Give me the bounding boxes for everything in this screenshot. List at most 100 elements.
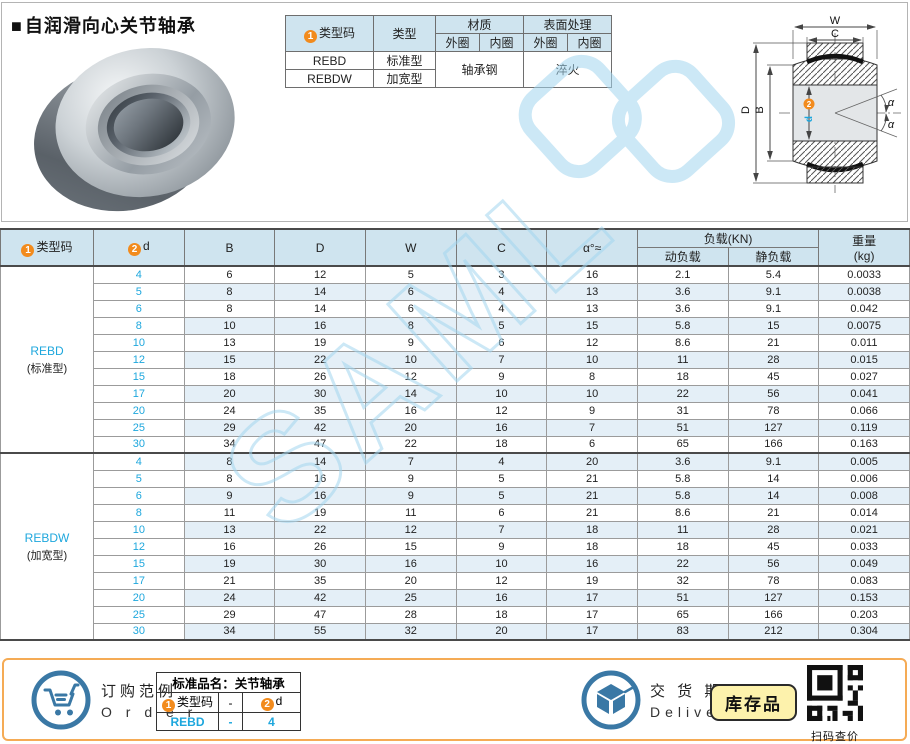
order-label-cn: 订购范例: [101, 683, 178, 700]
page-title: ■ 自润滑向心关节轴承: [11, 12, 196, 38]
spec-header-outer: 外圈: [523, 33, 568, 52]
cell-value: 34: [183, 435, 276, 454]
cell-value: 18: [636, 367, 729, 386]
cell-value: 19: [183, 554, 276, 573]
badge-2-icon: 2: [127, 243, 141, 256]
cell-value: 29: [183, 418, 276, 437]
table-row: 5 8 14 6 4 13 3.6 9.1 0.0038: [1, 282, 910, 301]
table-row: 30 34 47 22 18 6 65 166 0.163: [1, 435, 910, 454]
cell-value: 14: [274, 299, 366, 318]
cell-value: 5.8: [636, 486, 729, 505]
cell-value: 5.8: [636, 469, 729, 488]
cell-value: 127: [727, 588, 820, 607]
cell-value: 14: [727, 469, 820, 488]
cell-d: 8: [93, 316, 185, 335]
table-row: REBDW 加宽型: [285, 69, 612, 88]
order-table-title: 标准品名：关节轴承: [156, 672, 301, 693]
table-row: 12 16 26 15 9 18 18 45 0.033: [1, 537, 910, 556]
cell-value: 8: [364, 316, 457, 335]
order-example-dash: -: [218, 712, 243, 731]
cell-value: 6: [364, 299, 457, 318]
cell-value: 4: [455, 452, 548, 471]
cell-value: 42: [274, 588, 366, 607]
cell-value: 0.049: [818, 554, 910, 573]
cell-value: 21: [546, 469, 638, 488]
table-row: 6 9 16 9 5 21 5.8 14 0.008: [1, 486, 910, 505]
cell-value: 30: [274, 554, 366, 573]
cell-value: 20: [455, 622, 548, 641]
cell-value: 8.6: [636, 333, 729, 352]
cell-d: 12: [93, 350, 185, 369]
cell-value: 12: [274, 265, 366, 284]
header-weight: 重量 (kg): [818, 228, 910, 267]
dimension-diagram: W C D B 2 d α α: [740, 15, 901, 193]
cell-value: 11: [183, 503, 276, 522]
cell-value: 20: [364, 571, 457, 590]
table-row: 8 10 16 8 5 15 5.8 15 0.0075: [1, 316, 910, 335]
cell-d: 12: [93, 537, 185, 556]
spec-type: 加宽型: [373, 69, 436, 88]
cell-value: 9.1: [727, 299, 820, 318]
cell-value: 8.6: [636, 503, 729, 522]
header-C: C: [455, 228, 548, 267]
cell-d: 20: [93, 401, 185, 420]
cell-value: 0.163: [818, 435, 910, 454]
spec-surface-value: 淬火: [523, 51, 612, 88]
table-row: 标准品名：关节轴承: [156, 672, 301, 693]
cell-value: 5: [455, 316, 548, 335]
cell-value: 7: [455, 520, 548, 539]
cell-value: 6: [546, 435, 638, 454]
cell-value: 9: [364, 469, 457, 488]
page-title-text: 自润滑向心关节轴承: [24, 16, 196, 36]
cell-value: 12: [455, 571, 548, 590]
table-row: REBD 标准型 轴承钢 淬火: [285, 51, 612, 88]
cell-value: 26: [274, 537, 366, 556]
delivery-box-icon: [581, 670, 641, 730]
cell-value: 8: [183, 469, 276, 488]
cell-value: 22: [636, 384, 729, 403]
cell-value: 24: [183, 401, 276, 420]
cell-value: 13: [183, 333, 276, 352]
cell-value: 0.033: [818, 537, 910, 556]
cell-value: 10: [546, 384, 638, 403]
cell-value: 20: [546, 452, 638, 471]
cell-value: 9: [183, 486, 276, 505]
cell-value: 0.015: [818, 350, 910, 369]
stock-badge: 库存品: [710, 684, 797, 721]
spec-code: REBD: [285, 51, 374, 70]
cell-value: 22: [274, 350, 366, 369]
cell-d: 25: [93, 418, 185, 437]
label-D: D: [740, 106, 752, 114]
cell-d: 5: [93, 469, 185, 488]
cell-value: 19: [274, 503, 366, 522]
cell-value: 22: [636, 554, 729, 573]
header-W: W: [364, 228, 457, 267]
cell-value: 4: [455, 299, 548, 318]
cell-value: 15: [546, 316, 638, 335]
cell-value: 5: [455, 469, 548, 488]
cell-value: 0.008: [818, 486, 910, 505]
cell-value: 51: [636, 588, 729, 607]
spec-header-outer: 外圈: [435, 33, 480, 52]
cell-value: 0.066: [818, 401, 910, 420]
cell-value: 10: [546, 350, 638, 369]
label-alpha-upper: α: [888, 97, 895, 109]
cell-value: 17: [546, 605, 638, 624]
cell-value: 0.006: [818, 469, 910, 488]
cell-value: 31: [636, 401, 729, 420]
cell-value: 12: [364, 367, 457, 386]
cell-value: 47: [274, 435, 366, 454]
cell-value: 42: [274, 418, 366, 437]
cell-value: 0.0033: [818, 265, 910, 284]
cell-value: 0.119: [818, 418, 910, 437]
cell-value: 34: [183, 622, 276, 641]
table-row: 17 21 35 20 12 19 32 78 0.083: [1, 571, 910, 590]
table-row: 动负载 静负载: [1, 247, 910, 267]
spec-type: 标准型: [373, 51, 436, 70]
table-row: 30 34 55 32 20 17 83 212 0.304: [1, 622, 910, 641]
inner-ring-bottom: [792, 140, 878, 170]
